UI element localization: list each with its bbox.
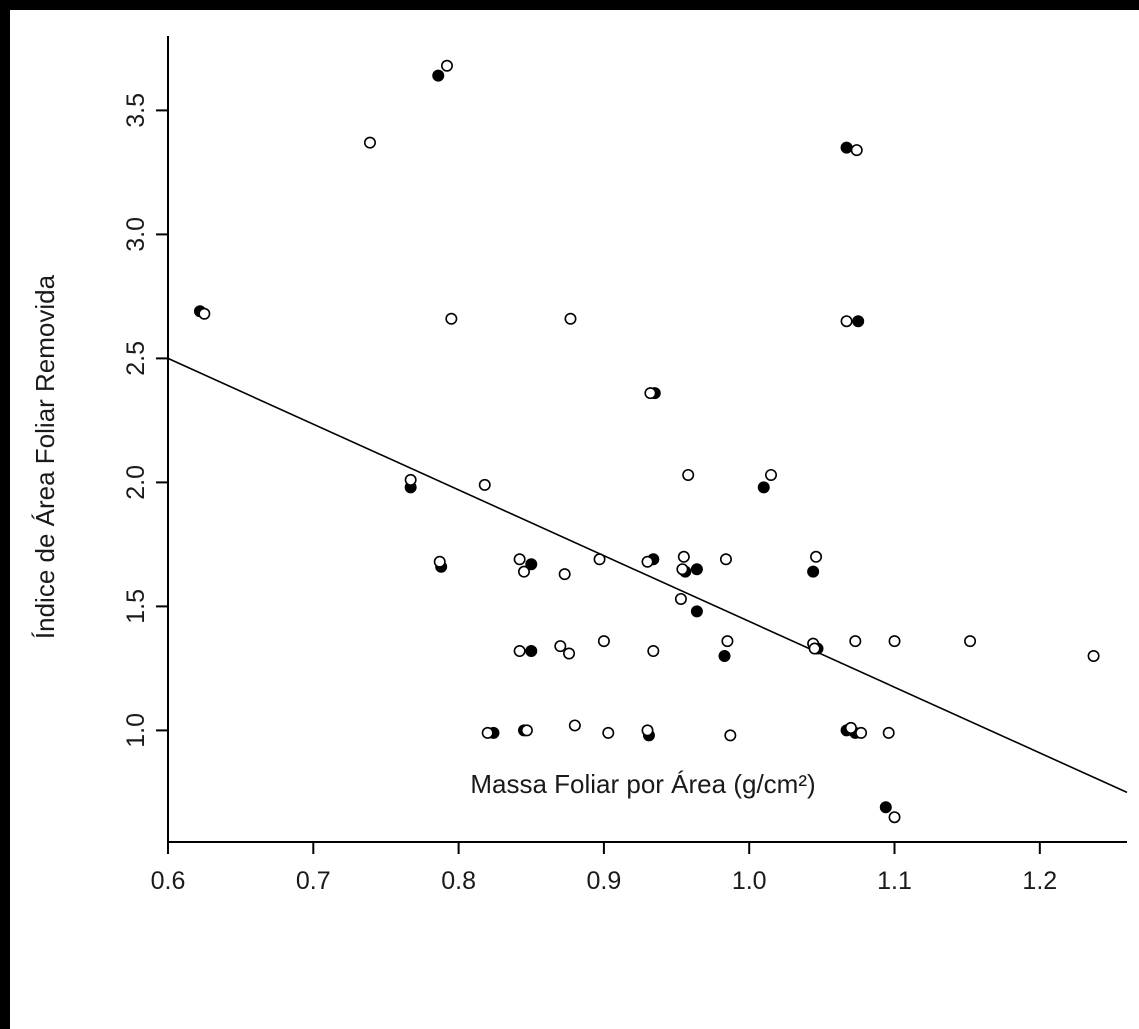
open-point (478, 478, 491, 491)
regression-line (167, 357, 1128, 794)
filled-point (807, 565, 820, 578)
open-point (682, 468, 695, 481)
open-point (844, 721, 857, 734)
open-point (721, 635, 734, 648)
open-point (513, 553, 526, 566)
open-point (563, 647, 576, 660)
filled-point (690, 605, 703, 618)
open-point (850, 144, 863, 157)
open-point (644, 387, 657, 400)
y-tick-label: 2.0 (122, 465, 150, 500)
x-tick-label: 1.2 (1022, 867, 1057, 895)
data-points (193, 59, 1100, 824)
x-tick-label: 0.7 (296, 867, 331, 895)
open-point (198, 307, 211, 320)
open-point (765, 468, 778, 481)
open-point (647, 645, 660, 658)
open-point (810, 550, 823, 563)
filled-point (879, 801, 892, 814)
x-axis-title: Massa Foliar por Área (g/cm²) (470, 769, 815, 799)
filled-point (525, 558, 538, 571)
open-point (593, 553, 606, 566)
open-point (597, 635, 610, 648)
axes: 0.6 0.7 0.8 0.9 1.0 1.1 1.2 1.0 1.5 2.0 2.5 3.0 3.5 (122, 36, 1127, 895)
filled-point (757, 481, 770, 494)
y-tick-label: 1.5 (122, 589, 150, 624)
open-point (1087, 649, 1100, 662)
open-point (554, 640, 567, 653)
open-point (674, 592, 687, 605)
open-point (676, 563, 689, 576)
open-point (520, 724, 533, 737)
open-point (568, 719, 581, 732)
filled-point (718, 649, 731, 662)
open-point (724, 729, 737, 742)
y-axis-title: Índice de Área Foliar Removida (30, 274, 60, 639)
open-point (433, 555, 446, 568)
open-point (964, 635, 977, 648)
open-point (564, 312, 577, 325)
x-tick-label: 0.6 (151, 867, 186, 895)
open-point (517, 565, 530, 578)
x-tick-label: 0.8 (441, 867, 476, 895)
fit-line (167, 357, 1128, 794)
scatter-chart: 0.6 0.7 0.8 0.9 1.0 1.1 1.21.01.52.02.53.03.5 … (30, 36, 1128, 895)
x-tick-label: 1.0 (732, 867, 767, 895)
open-point (481, 726, 494, 739)
open-point (888, 811, 901, 824)
open-point (641, 724, 654, 737)
filled-point (525, 645, 538, 658)
open-point (840, 315, 853, 328)
open-point (445, 312, 458, 325)
open-point (882, 726, 895, 739)
plot-area: 0.6 0.7 0.8 0.9 1.0 1.1 1.2 1.0 1.5 2.0 2.5 3.0 3.5 … (10, 10, 1139, 1029)
filled-point (690, 563, 703, 576)
open-point (602, 726, 615, 739)
open-point (558, 568, 571, 581)
open-point (849, 635, 862, 648)
y-tick-label: 2.5 (122, 341, 150, 376)
open-point (641, 555, 654, 568)
filled-point (432, 69, 445, 82)
open-point (855, 726, 868, 739)
filled-point (852, 315, 865, 328)
open-point (440, 59, 453, 72)
open-point (677, 550, 690, 563)
open-point (719, 553, 732, 566)
x-tick-label: 1.1 (877, 867, 912, 895)
open-point (513, 645, 526, 658)
x-tick-label: 0.9 (587, 867, 622, 895)
open-point (404, 473, 417, 486)
open-point (888, 635, 901, 648)
open-point (363, 136, 376, 149)
y-tick-label: 3.5 (122, 93, 150, 128)
y-tick-label: 1.0 (122, 713, 150, 748)
filled-point (840, 141, 853, 154)
open-point (808, 642, 821, 655)
y-tick-label: 3.0 (122, 217, 150, 252)
